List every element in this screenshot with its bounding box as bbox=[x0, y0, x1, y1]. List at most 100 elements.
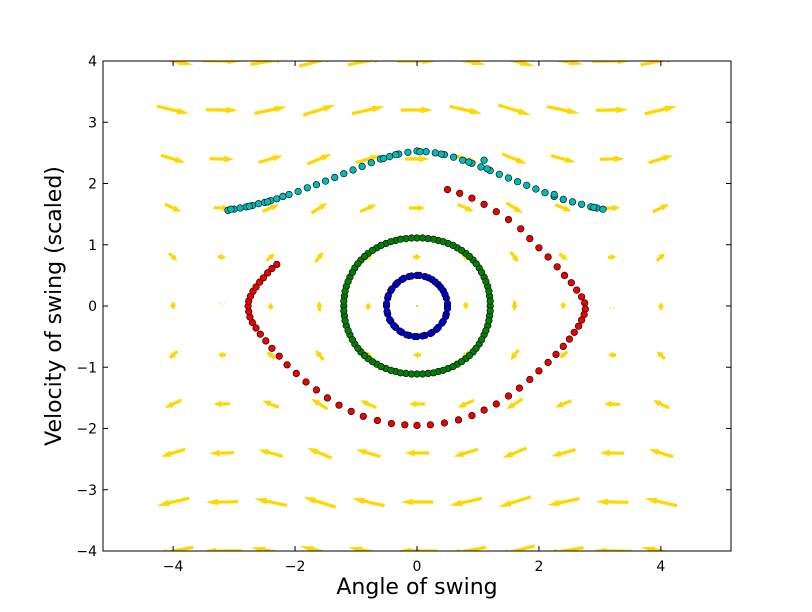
field-arrow bbox=[254, 106, 287, 115]
data-point bbox=[388, 285, 396, 293]
field-arrow bbox=[551, 448, 576, 457]
data-point bbox=[268, 344, 276, 352]
field-arrow bbox=[509, 250, 519, 263]
data-point bbox=[340, 297, 348, 305]
data-point bbox=[437, 150, 446, 158]
data-point bbox=[377, 363, 385, 371]
field-arrow bbox=[356, 449, 381, 459]
field-arrow bbox=[261, 204, 279, 213]
field-arrow bbox=[657, 302, 665, 310]
data-point bbox=[292, 369, 300, 378]
data-point bbox=[577, 316, 586, 324]
field-arrow bbox=[449, 104, 482, 115]
field-arrow bbox=[555, 399, 573, 408]
field-arrow bbox=[607, 253, 617, 261]
field-arrow bbox=[299, 545, 327, 551]
field-arrow bbox=[360, 400, 377, 410]
data-point bbox=[431, 149, 439, 157]
data-point bbox=[387, 238, 395, 246]
data-point bbox=[439, 238, 447, 246]
data-point bbox=[544, 358, 552, 367]
field-arrow bbox=[365, 302, 372, 310]
field-arrow bbox=[209, 449, 235, 457]
field-arrow bbox=[591, 547, 633, 551]
field-arrow bbox=[310, 202, 328, 215]
data-point bbox=[252, 283, 260, 291]
field-arrow bbox=[316, 300, 323, 312]
field-arrow bbox=[408, 204, 426, 212]
data-point bbox=[321, 177, 330, 185]
y-tick-label: −1 bbox=[76, 360, 97, 376]
data-point bbox=[465, 158, 473, 166]
data-point bbox=[400, 274, 408, 283]
data-point bbox=[275, 352, 283, 360]
data-point bbox=[323, 394, 332, 402]
data-point bbox=[227, 205, 235, 213]
data-point bbox=[431, 278, 439, 286]
field-arrow bbox=[347, 61, 380, 67]
data-point bbox=[340, 307, 348, 315]
field-arrow bbox=[454, 545, 487, 551]
field-arrow bbox=[603, 204, 621, 212]
field-arrow bbox=[303, 496, 337, 509]
data-point bbox=[361, 352, 369, 360]
y-tick-label: 0 bbox=[88, 299, 97, 315]
data-point bbox=[312, 386, 321, 394]
axis-ticks: −4 −2 0 2 4 −4 −3 −2 −1 0 1 2 3 4 bbox=[76, 54, 731, 575]
data-point bbox=[441, 290, 449, 299]
vector-field bbox=[156, 61, 678, 551]
data-point bbox=[392, 151, 400, 159]
data-point bbox=[396, 235, 405, 243]
data-point bbox=[259, 274, 268, 282]
field-arrow bbox=[457, 398, 475, 408]
data-point bbox=[361, 252, 369, 260]
field-arrow bbox=[205, 498, 239, 506]
x-tick-label: −2 bbox=[285, 559, 306, 575]
data-point bbox=[513, 178, 522, 186]
data-point bbox=[349, 166, 357, 174]
field-arrow bbox=[161, 545, 194, 551]
data-point bbox=[348, 336, 357, 344]
data-point bbox=[426, 330, 435, 338]
data-point bbox=[440, 419, 449, 427]
data-point bbox=[560, 271, 569, 280]
field-arrow bbox=[591, 61, 632, 65]
data-point bbox=[418, 370, 427, 378]
data-point bbox=[403, 331, 411, 339]
trajectory-4 bbox=[224, 147, 607, 214]
data-point bbox=[396, 327, 404, 335]
field-arrow bbox=[640, 61, 673, 67]
field-arrow bbox=[505, 201, 523, 214]
data-point bbox=[577, 200, 586, 208]
data-point bbox=[439, 366, 447, 374]
data-point bbox=[294, 187, 302, 196]
data-point bbox=[347, 407, 355, 416]
trajectories bbox=[224, 147, 607, 430]
data-point bbox=[480, 406, 488, 414]
field-arrow bbox=[558, 252, 568, 261]
data-point bbox=[565, 335, 574, 343]
field-arrow bbox=[449, 496, 483, 507]
data-point bbox=[386, 315, 394, 324]
data-point bbox=[354, 260, 362, 268]
field-arrow bbox=[156, 104, 190, 115]
field-arrow bbox=[348, 546, 378, 551]
trajectory-3 bbox=[244, 186, 589, 430]
field-arrow bbox=[595, 106, 629, 114]
field-arrow bbox=[648, 449, 674, 459]
data-point bbox=[425, 274, 433, 282]
field-arrow bbox=[502, 446, 528, 459]
field-arrow bbox=[311, 398, 329, 411]
x-axis-label: Angle of swing bbox=[336, 575, 497, 600]
data-point bbox=[443, 186, 452, 194]
field-arrow bbox=[644, 105, 678, 116]
field-arrow bbox=[213, 400, 231, 408]
data-point bbox=[504, 392, 513, 400]
field-arrow bbox=[656, 351, 666, 360]
field-arrow bbox=[554, 203, 572, 212]
x-tick-label: 0 bbox=[413, 559, 422, 575]
data-point bbox=[367, 159, 375, 167]
field-arrow bbox=[604, 400, 621, 408]
field-arrow bbox=[600, 449, 625, 457]
